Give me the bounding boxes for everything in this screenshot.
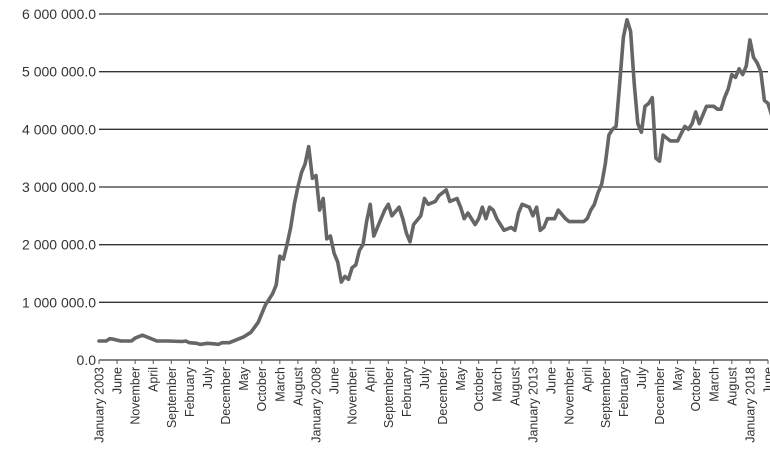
x-tick-label: August bbox=[725, 366, 739, 405]
x-tick-label: September bbox=[599, 367, 613, 428]
y-tick-label: 1 000 000.0 bbox=[22, 294, 96, 310]
x-tick-label: January 2013 bbox=[526, 367, 540, 443]
x-tick-label: January 2018 bbox=[743, 367, 757, 443]
y-tick-label: 5 000 000.0 bbox=[22, 64, 96, 80]
x-tick-label: August bbox=[291, 366, 305, 405]
x-tick-label: February bbox=[617, 366, 631, 417]
x-tick-label: January 2008 bbox=[309, 367, 323, 443]
x-axis-tick-labels: January 2003 June November April September Fe… bbox=[93, 366, 770, 443]
x-tick-label: April bbox=[364, 367, 378, 392]
x-tick-label: June bbox=[545, 367, 559, 394]
x-tick-label: November bbox=[129, 367, 143, 425]
x-tick-label: October bbox=[255, 367, 269, 411]
x-tick-label: December bbox=[436, 367, 450, 425]
x-tick-label: June bbox=[762, 367, 770, 394]
y-tick-label: 3 000 000.0 bbox=[22, 179, 96, 195]
x-tick-label: December bbox=[219, 367, 233, 425]
y-tick-label: 0.0 bbox=[77, 352, 97, 368]
x-axis bbox=[98, 359, 769, 364]
x-tick-label: July bbox=[418, 366, 432, 389]
x-tick-label: March bbox=[490, 367, 504, 402]
x-tick-label: July bbox=[201, 366, 215, 389]
x-tick-label: July bbox=[635, 366, 649, 389]
x-tick-label: September bbox=[382, 367, 396, 428]
y-tick-label: 6 000 000.0 bbox=[22, 6, 96, 22]
x-tick-label: May bbox=[671, 366, 685, 390]
y-tick-label: 4 000 000.0 bbox=[22, 121, 96, 137]
x-tick-label: August bbox=[508, 366, 522, 405]
x-tick-label: March bbox=[707, 367, 721, 402]
x-tick-label: February bbox=[183, 366, 197, 417]
x-tick-label: October bbox=[689, 367, 703, 411]
series-layer bbox=[97, 17, 770, 347]
x-tick-label: February bbox=[400, 366, 414, 417]
gridlines bbox=[99, 13, 768, 361]
y-axis-tick-labels: 0.0 1 000 000.0 2 000 000.0 3 000 000.0 4 00… bbox=[22, 6, 96, 368]
x-tick-label: April bbox=[581, 367, 595, 392]
x-tick-label: March bbox=[273, 367, 287, 402]
series-line-0 bbox=[97, 17, 770, 347]
x-tick-label: October bbox=[472, 367, 486, 411]
x-tick-label: November bbox=[346, 367, 360, 425]
x-tick-label: June bbox=[328, 367, 342, 394]
x-tick-label: April bbox=[147, 367, 161, 392]
x-tick-label: November bbox=[563, 367, 577, 425]
x-tick-label: January 2003 bbox=[93, 367, 107, 443]
x-tick-label: December bbox=[653, 367, 667, 425]
x-tick-label: May bbox=[454, 366, 468, 390]
y-tick-label: 2 000 000.0 bbox=[22, 237, 96, 253]
x-tick-label: June bbox=[111, 367, 125, 394]
x-tick-label: September bbox=[165, 367, 179, 428]
x-tick-label: May bbox=[237, 366, 251, 390]
